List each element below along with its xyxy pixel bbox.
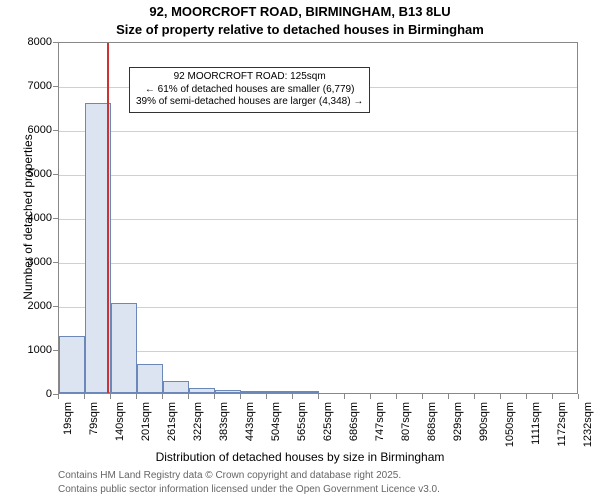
xtick-label: 807sqm xyxy=(400,402,412,441)
plot-area: 92 MOORCROFT ROAD: 125sqm ← 61% of detac… xyxy=(58,42,578,394)
gridline xyxy=(59,131,577,132)
xtick-label: 383sqm xyxy=(218,402,230,441)
histogram-bar xyxy=(163,381,189,393)
xtick-mark xyxy=(292,394,293,399)
xtick-mark xyxy=(162,394,163,399)
xtick-mark xyxy=(84,394,85,399)
xtick-label: 261sqm xyxy=(166,402,178,441)
xtick-mark xyxy=(318,394,319,399)
xtick-mark xyxy=(396,394,397,399)
xtick-label: 1111sqm xyxy=(530,402,542,445)
xtick-label: 868sqm xyxy=(426,402,438,441)
xtick-label: 79sqm xyxy=(88,402,100,435)
ytick-label: 8000 xyxy=(0,36,52,48)
xtick-label: 747sqm xyxy=(374,402,386,441)
gridline xyxy=(59,263,577,264)
xtick-mark xyxy=(240,394,241,399)
histogram-bar xyxy=(59,336,85,393)
xtick-mark xyxy=(110,394,111,399)
xtick-mark xyxy=(448,394,449,399)
xtick-mark xyxy=(214,394,215,399)
xtick-mark xyxy=(188,394,189,399)
histogram-bar xyxy=(215,390,241,393)
annotation-line2: ← 61% of detached houses are smaller (6,… xyxy=(136,84,363,97)
xtick-mark xyxy=(58,394,59,399)
xtick-label: 504sqm xyxy=(270,402,282,441)
xtick-mark xyxy=(578,394,579,399)
gridline xyxy=(59,175,577,176)
marker-line xyxy=(107,43,109,393)
x-axis-label: Distribution of detached houses by size … xyxy=(0,450,600,464)
xtick-label: 443sqm xyxy=(244,402,256,441)
annotation-box: 92 MOORCROFT ROAD: 125sqm ← 61% of detac… xyxy=(129,67,370,113)
gridline xyxy=(59,219,577,220)
xtick-label: 1050sqm xyxy=(504,402,516,447)
xtick-label: 1232sqm xyxy=(582,402,594,447)
histogram-bar xyxy=(267,391,293,393)
xtick-mark xyxy=(422,394,423,399)
histogram-bar xyxy=(241,391,267,393)
ytick-label: 1000 xyxy=(0,344,52,356)
xtick-mark xyxy=(552,394,553,399)
ytick-label: 4000 xyxy=(0,212,52,224)
xtick-mark xyxy=(474,394,475,399)
footer-line2: Contains public sector information licen… xyxy=(58,484,440,495)
ytick-label: 2000 xyxy=(0,300,52,312)
annotation-line3: 39% of semi-detached houses are larger (… xyxy=(136,96,363,109)
xtick-label: 140sqm xyxy=(114,402,126,441)
xtick-label: 201sqm xyxy=(140,402,152,441)
ytick-label: 7000 xyxy=(0,80,52,92)
xtick-mark xyxy=(370,394,371,399)
ytick-label: 3000 xyxy=(0,256,52,268)
xtick-mark xyxy=(344,394,345,399)
histogram-bar xyxy=(111,303,137,393)
ytick-label: 6000 xyxy=(0,124,52,136)
ytick-label: 5000 xyxy=(0,168,52,180)
histogram-bar xyxy=(189,388,215,393)
histogram-bar xyxy=(137,364,163,393)
xtick-mark xyxy=(266,394,267,399)
xtick-label: 990sqm xyxy=(478,402,490,441)
xtick-label: 322sqm xyxy=(192,402,204,441)
footer-line1: Contains HM Land Registry data © Crown c… xyxy=(58,470,401,481)
xtick-label: 565sqm xyxy=(296,402,308,441)
chart-title-line2: Size of property relative to detached ho… xyxy=(0,22,600,37)
xtick-mark xyxy=(526,394,527,399)
xtick-label: 19sqm xyxy=(62,402,74,435)
chart-title-line1: 92, MOORCROFT ROAD, BIRMINGHAM, B13 8LU xyxy=(0,4,600,19)
xtick-mark xyxy=(136,394,137,399)
xtick-label: 686sqm xyxy=(348,402,360,441)
xtick-mark xyxy=(500,394,501,399)
xtick-label: 625sqm xyxy=(322,402,334,441)
ytick-label: 0 xyxy=(0,388,52,400)
chart-container: 92, MOORCROFT ROAD, BIRMINGHAM, B13 8LU … xyxy=(0,0,600,500)
annotation-line1: 92 MOORCROFT ROAD: 125sqm xyxy=(136,71,363,84)
xtick-label: 1172sqm xyxy=(556,402,568,446)
histogram-bar xyxy=(293,391,319,393)
xtick-label: 929sqm xyxy=(452,402,464,441)
